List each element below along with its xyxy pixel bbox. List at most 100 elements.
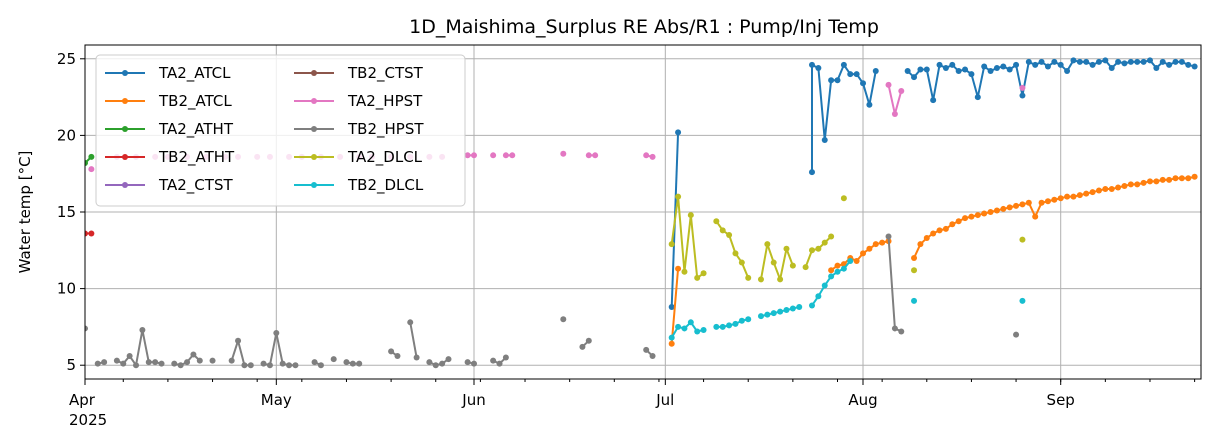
data-point (85, 230, 88, 237)
data-point (1102, 186, 1109, 193)
data-point (1064, 193, 1071, 200)
legend-item: TA2_ATHT (105, 120, 234, 139)
y-tick-label: 15 (57, 203, 76, 221)
data-point (821, 239, 828, 246)
data-point (1064, 68, 1071, 75)
data-point (394, 353, 401, 360)
data-point (675, 129, 682, 136)
data-point (866, 245, 873, 252)
data-point (88, 230, 95, 237)
data-point (1019, 84, 1026, 91)
data-point (1013, 202, 1020, 209)
data-point (1032, 213, 1039, 220)
data-point (968, 213, 975, 220)
data-point (1134, 181, 1141, 188)
data-point (1140, 179, 1147, 186)
data-point (266, 362, 273, 369)
data-point (279, 360, 286, 367)
data-point (757, 313, 764, 320)
data-point (821, 282, 828, 289)
x-tick-label: Aug (848, 391, 877, 409)
data-point (1057, 195, 1064, 202)
data-point (1013, 61, 1020, 68)
series-line (810, 63, 877, 173)
data-point (1121, 60, 1128, 67)
data-point (330, 356, 337, 363)
data-point (1153, 178, 1160, 185)
data-point (802, 264, 809, 271)
legend-item: TB2_HPST (294, 120, 424, 139)
data-point (808, 247, 815, 254)
data-point (821, 136, 828, 143)
data-point (158, 360, 165, 367)
data-point (789, 262, 796, 269)
data-point (1070, 193, 1077, 200)
data-point (292, 362, 299, 369)
data-point (464, 152, 471, 159)
data-point (649, 353, 656, 360)
legend-item: TB2_ATCL (105, 92, 232, 111)
data-point (923, 235, 930, 242)
data-point (923, 66, 930, 73)
data-point (840, 61, 847, 68)
data-point (1102, 57, 1109, 64)
series-line (887, 236, 902, 333)
x-tick-label: Apr (69, 391, 96, 409)
data-point (942, 64, 949, 71)
data-point (936, 61, 943, 68)
legend-swatch-marker (122, 182, 128, 188)
data-point (585, 152, 592, 159)
data-point (719, 227, 726, 234)
data-point (987, 209, 994, 215)
data-point (911, 74, 918, 81)
data-point (962, 66, 969, 73)
data-point (777, 276, 784, 283)
legend-label: TB2_CTST (347, 64, 424, 83)
data-point (439, 360, 446, 367)
legend-label: TB2_HPST (347, 120, 424, 139)
data-point (85, 159, 88, 166)
data-point (1191, 173, 1198, 180)
legend-label: TB2_ATCL (158, 92, 232, 111)
chart-title: 1D_Maishima_Surplus RE Abs/R1 : Pump/Inj… (409, 16, 879, 38)
data-point (126, 353, 133, 360)
data-point (872, 241, 879, 248)
data-point (171, 360, 178, 367)
data-point (675, 193, 682, 200)
data-point (808, 61, 815, 68)
data-point (981, 210, 988, 217)
legend-item: TA2_HPST (294, 92, 423, 111)
data-point (700, 270, 707, 277)
legend-label: TA2_DLCL (347, 148, 423, 167)
data-point (911, 297, 918, 304)
data-point (917, 241, 924, 248)
data-point (209, 357, 216, 364)
data-point (184, 359, 191, 366)
data-point (260, 360, 267, 367)
data-point (1134, 58, 1141, 65)
data-point (694, 328, 701, 335)
data-point (987, 68, 994, 75)
data-point (1089, 61, 1096, 68)
data-point (955, 218, 962, 225)
data-point (808, 302, 815, 309)
data-point (88, 166, 95, 173)
data-point (668, 303, 675, 310)
data-point (974, 212, 981, 219)
data-point (668, 334, 675, 341)
data-point (834, 262, 841, 269)
data-point (1185, 175, 1192, 182)
legend-label: TB2_ATHT (158, 148, 235, 167)
data-point (1006, 204, 1013, 211)
x-tick-label: Jul (655, 391, 674, 409)
data-point (349, 360, 356, 367)
data-point (949, 61, 956, 68)
data-point (936, 227, 943, 234)
data-point (286, 362, 293, 369)
data-point (1127, 58, 1134, 65)
data-point (904, 68, 911, 75)
series-line (263, 332, 296, 367)
data-point (585, 337, 592, 344)
data-point (1166, 61, 1173, 68)
series-line (230, 339, 251, 367)
